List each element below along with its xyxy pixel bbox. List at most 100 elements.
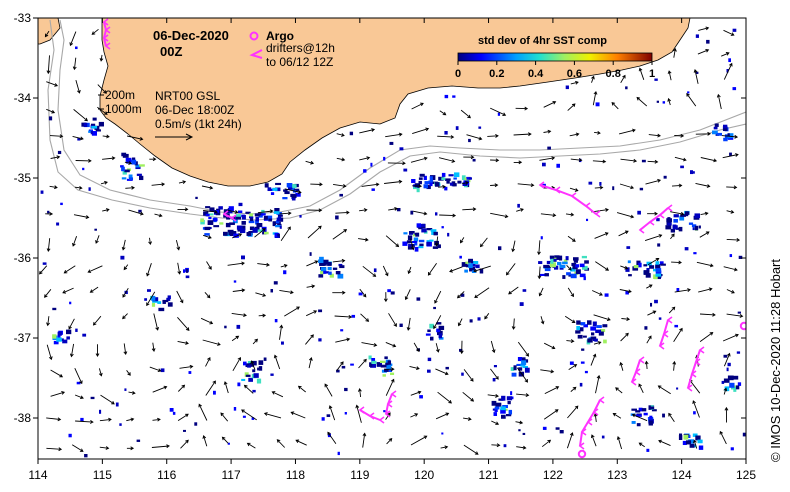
sst-pixel — [52, 334, 57, 339]
sst-pixel — [323, 270, 327, 274]
sst-pixel — [410, 210, 414, 215]
sst-pixel — [426, 242, 430, 246]
sst-pixel — [676, 387, 679, 390]
current-vector — [336, 157, 346, 162]
current-vector — [102, 134, 110, 139]
drifter-marker — [638, 226, 645, 234]
sst-pixel — [662, 413, 665, 418]
sst-pixel — [225, 222, 231, 228]
sst-pixel — [205, 213, 210, 217]
current-vector — [127, 135, 144, 141]
sst-pixel — [200, 219, 205, 225]
sst-pixel — [232, 231, 237, 235]
sst-pixel — [57, 150, 62, 155]
sst-pixel — [493, 412, 498, 416]
current-vector — [358, 237, 369, 242]
isobath-200m-line — [57, 19, 746, 215]
sst-pixel — [586, 218, 589, 222]
sst-pixel — [430, 229, 437, 232]
sst-pixel — [584, 260, 589, 264]
sst-pixel — [446, 180, 450, 184]
sst-pixel — [122, 170, 127, 175]
current-vector — [39, 265, 48, 275]
drifter-marker — [570, 192, 577, 200]
sst-pixel — [136, 439, 141, 442]
sst-pixel — [433, 306, 436, 310]
current-vector — [280, 263, 288, 268]
current-vector — [631, 413, 648, 422]
sst-pixel — [66, 329, 72, 335]
current-vector — [644, 234, 663, 242]
current-vector — [46, 55, 51, 75]
sst-pixel — [477, 317, 481, 321]
sst-pixel — [237, 382, 241, 387]
sst-pixel — [242, 225, 246, 231]
current-vector — [205, 380, 216, 396]
sst-pixel — [559, 266, 564, 270]
current-vector — [149, 157, 157, 162]
sst-pixel — [257, 213, 263, 217]
sst-pixel — [185, 269, 189, 273]
current-vector — [388, 313, 397, 327]
current-vector — [646, 335, 652, 344]
current-vector — [385, 378, 395, 396]
sst-pixel — [590, 336, 597, 340]
current-vector — [324, 383, 333, 397]
sst-pixel — [358, 292, 363, 296]
current-vector — [543, 342, 556, 350]
current-vector — [362, 265, 377, 277]
current-vector — [567, 235, 576, 242]
sst-pixel — [656, 100, 659, 103]
sst-pixel — [687, 91, 690, 94]
current-vector — [406, 317, 411, 331]
current-vector — [180, 439, 189, 449]
sst-pixel — [283, 270, 287, 275]
current-vector — [200, 317, 214, 325]
sst-pixel — [419, 223, 425, 228]
current-vector — [50, 390, 66, 397]
sst-pixel — [457, 180, 462, 184]
sst-pixel — [242, 415, 246, 418]
sst-pixel — [698, 225, 701, 229]
sst-pixel — [284, 191, 290, 195]
sst-pixel — [282, 197, 288, 200]
sst-pixel — [672, 225, 678, 230]
sst-pixel — [730, 447, 734, 451]
sst-pixel — [373, 268, 377, 273]
sst-pixel — [279, 225, 282, 229]
sst-pixel — [88, 187, 91, 191]
sst-pixel — [436, 322, 442, 325]
current-vector — [693, 69, 699, 84]
current-vector — [487, 394, 499, 398]
current-vector — [310, 182, 323, 187]
current-vector — [413, 210, 428, 216]
argo-label: Argo — [266, 29, 294, 43]
current-vector — [697, 48, 710, 55]
sst-pixel — [581, 255, 587, 259]
drifter-marker — [666, 316, 673, 324]
sst-pixel — [498, 246, 502, 251]
current-vector — [388, 206, 399, 211]
current-vector — [490, 368, 499, 380]
sst-pixel — [339, 193, 343, 197]
current-vector — [658, 439, 671, 447]
sst-pixel — [53, 340, 59, 345]
current-vector — [382, 265, 389, 277]
drifters-time-label: to 06/12 12Z — [266, 55, 333, 69]
sst-pixel — [697, 439, 703, 444]
sst-pixel — [546, 260, 552, 265]
sst-pixel — [500, 409, 506, 414]
sst-pixel — [680, 165, 684, 169]
sst-pixel — [678, 226, 683, 232]
current-vector — [126, 446, 135, 451]
sst-pixel — [275, 187, 281, 192]
sst-pixel — [503, 444, 507, 448]
sst-pixel — [255, 216, 260, 222]
sst-pixel — [475, 264, 480, 269]
current-vector — [484, 313, 490, 320]
current-vector — [615, 387, 623, 394]
sst-pixel — [309, 252, 312, 256]
sst-pixel — [690, 170, 694, 175]
current-vector — [250, 360, 256, 370]
sst-pixel — [318, 259, 324, 263]
